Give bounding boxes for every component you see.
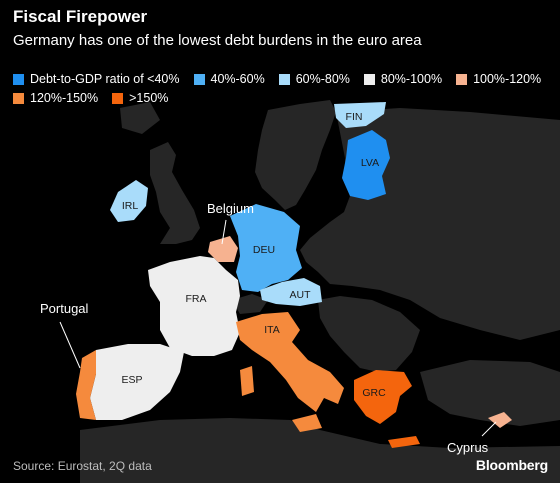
legend-item: 80%-100% xyxy=(363,70,443,88)
legend-swatch xyxy=(278,73,290,85)
chart-title: Fiscal Firepower xyxy=(13,7,148,26)
label-lva: LVA xyxy=(361,157,379,169)
label-cyprus: Cyprus xyxy=(447,440,489,455)
country-fin xyxy=(334,102,386,128)
legend-item: Debt-to-GDP ratio of <40% xyxy=(13,70,180,88)
legend-label: 80%-100% xyxy=(380,72,443,86)
land-turkey xyxy=(420,360,560,426)
legend-item: >150% xyxy=(112,89,168,107)
legend-swatch xyxy=(363,73,375,85)
label-deu: DEU xyxy=(253,244,275,256)
legend-swatch xyxy=(193,73,205,85)
country-grc xyxy=(354,370,412,424)
label-fra: FRA xyxy=(186,293,207,305)
country-cyprus xyxy=(488,412,512,428)
euro-countries xyxy=(76,102,512,448)
land-great-britain xyxy=(150,142,200,244)
label-irl: IRL xyxy=(122,200,139,212)
country-fra xyxy=(148,256,240,356)
country-deu xyxy=(230,204,302,292)
country-aut xyxy=(260,278,322,306)
label-esp: ESP xyxy=(121,374,142,386)
legend-label: Debt-to-GDP ratio of <40% xyxy=(30,72,180,86)
legend-label: >150% xyxy=(129,91,169,105)
legend-swatch xyxy=(13,92,24,104)
source-note: Source: Eurostat, 2Q data xyxy=(13,459,152,473)
legend-label: 40%-60% xyxy=(210,72,265,86)
land-north xyxy=(120,102,160,134)
legend-label: 60%-80% xyxy=(295,72,350,86)
legend-item: 40%-60% xyxy=(193,70,265,88)
legend-swatch xyxy=(112,92,124,104)
legend-item: 120%-150% xyxy=(13,89,98,107)
land-central xyxy=(232,294,268,314)
legend-swatch xyxy=(456,73,468,85)
country-irl xyxy=(110,180,148,222)
label-ita: ITA xyxy=(264,324,280,336)
label-belgium: Belgium xyxy=(207,201,254,216)
belgium-leader xyxy=(221,219,227,245)
cyprus-leader xyxy=(481,421,497,437)
country-sardinia xyxy=(240,366,254,396)
legend: Debt-to-GDP ratio of <40% 40%-60% 60%-80… xyxy=(13,70,553,107)
portugal-leader xyxy=(59,321,81,369)
land-balkans xyxy=(318,296,420,372)
land-africa xyxy=(80,418,560,483)
country-sicily xyxy=(292,414,322,432)
legend-label: 100%-120% xyxy=(473,72,542,86)
legend-row: 120%-150% >150% xyxy=(13,89,553,107)
country-ita xyxy=(236,312,344,412)
legend-item: 60%-80% xyxy=(278,70,350,88)
country-portugal xyxy=(76,350,96,420)
label-grc: GRC xyxy=(362,387,386,399)
label-portugal: Portugal xyxy=(40,301,89,316)
legend-label: 120%-150% xyxy=(30,91,99,105)
legend-item: 100%-120% xyxy=(456,70,541,88)
legend-swatch xyxy=(13,73,24,85)
country-crete xyxy=(388,436,420,448)
label-fin: FIN xyxy=(346,111,363,123)
chart-subtitle: Germany has one of the lowest debt burde… xyxy=(13,32,422,49)
country-belgium xyxy=(208,236,238,262)
country-esp xyxy=(90,344,184,420)
country-lva xyxy=(342,130,390,200)
bloomberg-logo: Bloomberg xyxy=(475,457,548,473)
land-scandinavia xyxy=(255,100,336,210)
label-aut: AUT xyxy=(290,289,312,301)
legend-row: Debt-to-GDP ratio of <40% 40%-60% 60%-80… xyxy=(13,70,553,88)
